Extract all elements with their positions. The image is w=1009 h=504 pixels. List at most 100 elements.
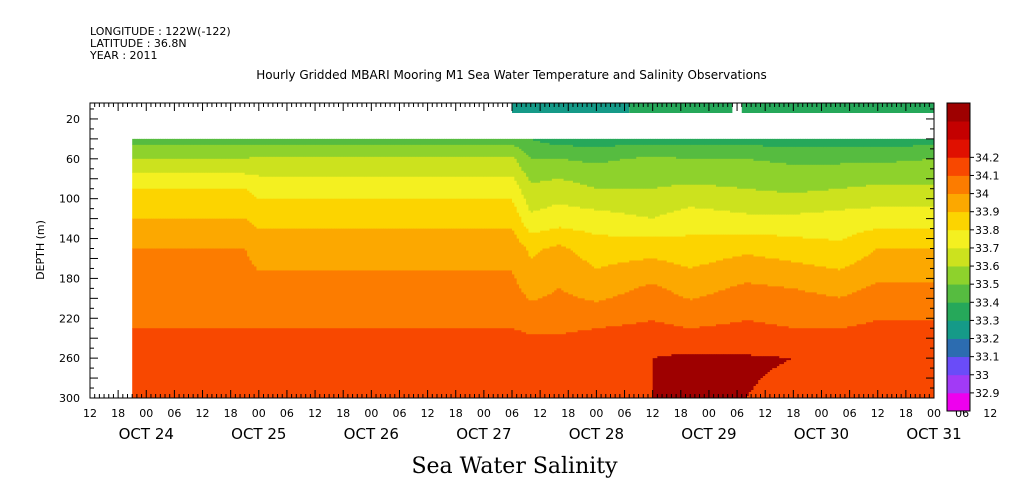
contour-cell	[350, 198, 354, 229]
contour-cell	[394, 328, 398, 398]
contour-cell	[645, 156, 649, 190]
contour-cell	[720, 354, 724, 398]
contour-cell	[141, 172, 145, 190]
contour-cell	[748, 392, 752, 398]
contour-cell	[903, 184, 907, 207]
contour-cell	[519, 216, 522, 243]
contour-cell	[263, 198, 267, 229]
x-tick-label: 12	[196, 407, 210, 420]
contour-cell	[718, 354, 722, 398]
contour-cell	[662, 236, 665, 261]
contour-cell	[256, 138, 260, 146]
contour-cell	[725, 138, 729, 146]
contour-cell	[347, 270, 351, 329]
contour-cell	[591, 208, 595, 235]
contour-cell	[502, 270, 506, 329]
contour-cell	[786, 358, 790, 361]
contour-cell	[169, 144, 173, 160]
contour-cell	[533, 334, 537, 398]
contour-cell	[774, 258, 778, 287]
contour-cell	[685, 158, 689, 186]
contour-cell	[753, 144, 757, 162]
contour-cell	[894, 162, 898, 186]
contour-cell	[345, 144, 349, 158]
contour-cell	[425, 270, 429, 329]
contour-cell	[172, 144, 175, 160]
contour-cell	[795, 262, 799, 289]
contour-cell	[453, 144, 457, 158]
contour-cell	[662, 156, 665, 188]
contour-cell	[610, 326, 614, 398]
contour-cell	[556, 158, 560, 180]
contour-cell	[214, 328, 218, 398]
contour-cell	[798, 262, 801, 291]
contour-cell	[148, 138, 152, 146]
contour-cell	[666, 144, 670, 158]
contour-cell	[451, 198, 454, 229]
contour-cell	[186, 248, 190, 329]
contour-cell	[551, 144, 555, 160]
contour-cell	[594, 302, 597, 329]
contour-cell	[301, 144, 304, 158]
contour-cell	[807, 264, 811, 293]
contour-cell	[537, 138, 541, 142]
contour-cell	[279, 156, 283, 178]
contour-cell	[816, 146, 820, 166]
contour-cell	[472, 270, 476, 329]
contour-cell	[200, 172, 204, 190]
contour-cell	[887, 248, 891, 283]
contour-cell	[444, 270, 447, 329]
contour-cell	[528, 256, 532, 301]
contour-cell	[790, 164, 794, 193]
contour-cell	[176, 248, 180, 329]
contour-cell	[263, 144, 267, 158]
contour-cell	[441, 328, 445, 398]
contour-cell	[150, 248, 154, 329]
contour-cell	[411, 270, 415, 329]
x-tick-label: 18	[111, 407, 125, 420]
contour-cell	[146, 188, 150, 219]
contour-cell	[579, 298, 583, 331]
contour-cell	[612, 188, 616, 213]
contour-cell	[589, 208, 593, 233]
contour-cell	[134, 328, 138, 398]
contour-cell	[622, 138, 626, 146]
contour-cell	[701, 326, 705, 355]
contour-cell	[805, 264, 808, 293]
contour-cell	[608, 188, 612, 211]
contour-cell	[821, 328, 825, 398]
contour-cell	[469, 156, 473, 178]
contour-cell	[748, 138, 752, 146]
contour-cell	[861, 288, 865, 325]
contour-cell	[896, 138, 900, 148]
contour-cell	[800, 262, 804, 291]
contour-cell	[284, 156, 288, 178]
contour-cell	[896, 206, 900, 229]
contour-cell	[926, 206, 930, 229]
contour-cell	[708, 326, 712, 355]
contour-cell	[774, 286, 778, 325]
contour-cell	[783, 192, 787, 215]
contour-cell	[748, 320, 752, 355]
contour-cell	[258, 144, 262, 158]
contour-cell	[373, 156, 377, 178]
contour-cell	[830, 164, 834, 190]
contour-cell	[197, 218, 201, 249]
contour-cell	[453, 228, 457, 271]
contour-cell	[221, 188, 225, 219]
contour-cell	[275, 156, 279, 178]
contour-cell	[823, 190, 827, 211]
contour-cell	[835, 268, 839, 297]
contour-cell	[172, 138, 175, 146]
contour-cell	[251, 194, 255, 225]
contour-cell	[329, 144, 333, 158]
contour-cell	[326, 198, 330, 229]
contour-cell	[769, 162, 773, 192]
contour-cell	[758, 144, 762, 162]
contour-cell	[547, 230, 551, 249]
contour-cell	[626, 292, 630, 325]
contour-cell	[706, 354, 710, 398]
contour-cell	[915, 248, 919, 283]
contour-cell	[310, 138, 314, 146]
contour-cell	[734, 158, 738, 188]
